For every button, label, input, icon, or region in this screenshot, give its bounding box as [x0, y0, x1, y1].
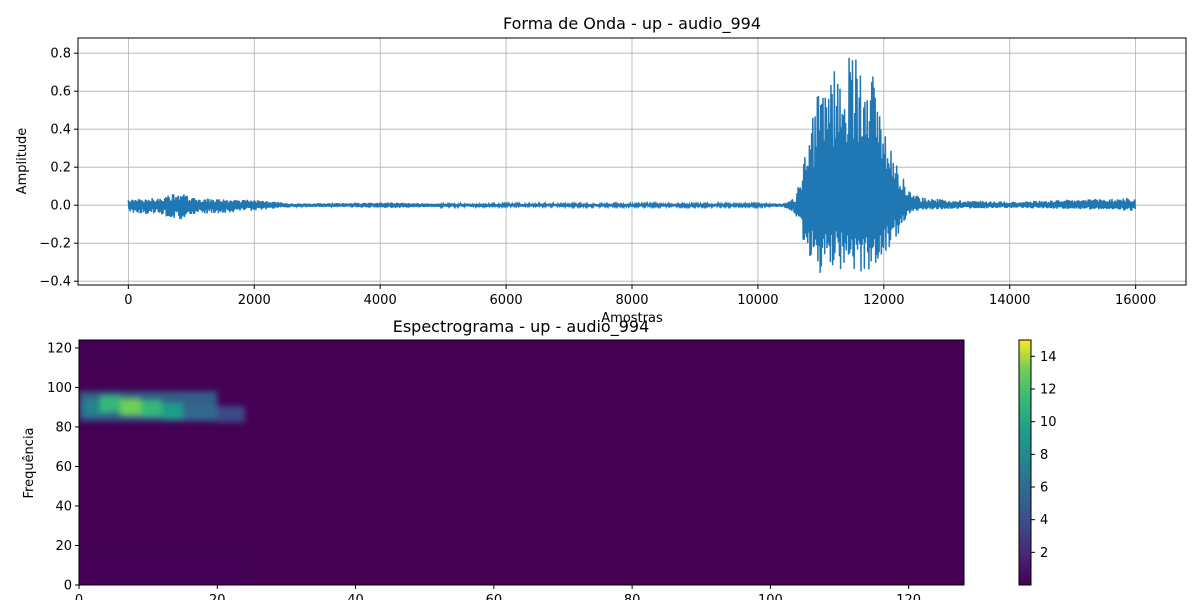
spectrogram-y-axis-label: Frequência: [22, 427, 37, 498]
waveform-x-tick-label: 2000: [238, 293, 271, 308]
spectrogram-x-tick-label: 60: [486, 593, 503, 600]
spectrogram-background: [79, 340, 964, 585]
spectrogram-x-tick-label: 120: [896, 593, 921, 600]
waveform-x-tick-label: 0: [124, 293, 132, 308]
spectrogram-x-tick-label: 100: [758, 593, 783, 600]
spectrogram-title: Espectrograma - up - audio_994: [393, 317, 650, 337]
colorbar-tick-label: 12: [1040, 383, 1057, 398]
spectrogram-y-tick-label: 20: [55, 539, 72, 554]
waveform-y-axis-label: Amplitude: [15, 128, 30, 195]
waveform-line: [127, 57, 1136, 273]
spectrogram-x-tick-label: 80: [624, 593, 641, 600]
waveform-y-tick-label: 0.0: [50, 199, 71, 214]
colorbar-tick-label: 10: [1040, 415, 1057, 430]
colorbar-tick-label: 4: [1040, 513, 1048, 528]
waveform-x-ticks: 0 2000 4000 6000 8000 10000 12000 14000 16000: [124, 285, 1156, 308]
waveform-x-tick-label: 14000: [989, 293, 1030, 308]
colorbar: 2 4 6 8 10 12 14: [1018, 339, 1057, 586]
spectrogram-y-ticks: 0 20 40 60 80 100 120: [47, 341, 79, 594]
waveform-title: Forma de Onda - up - audio_994: [503, 14, 761, 34]
spectrogram-y-tick-label: 40: [55, 499, 72, 514]
spectrogram-x-ticks: 0 20 40 60 80 100 120: [75, 585, 921, 600]
spectrogram-x-tick-label: 0: [75, 593, 83, 600]
waveform-y-tick-label: −0.4: [39, 275, 71, 290]
spectrogram-y-tick-label: 0: [64, 579, 72, 594]
spectrogram-y-tick-label: 100: [47, 381, 72, 396]
waveform-x-tick-label: 12000: [863, 293, 904, 308]
colorbar-tick-label: 6: [1040, 481, 1048, 496]
waveform-y-tick-label: −0.2: [39, 237, 71, 252]
waveform-y-tick-label: 0.4: [50, 123, 71, 138]
spectrogram-hotspots: [79, 340, 245, 585]
colorbar-tick-label: 8: [1040, 448, 1048, 463]
waveform-x-tick-label: 10000: [737, 293, 778, 308]
waveform-grid: [78, 38, 1186, 285]
spectrogram-hotspot: [79, 391, 245, 423]
spectrogram-axes-frame: [78, 339, 965, 586]
spectrogram-y-tick-label: 60: [55, 460, 72, 475]
waveform-x-tick-label: 6000: [490, 293, 523, 308]
spectrogram-x-tick-label: 40: [347, 593, 364, 600]
colorbar-ticks: 2 4 6 8 10 12 14: [1031, 350, 1057, 561]
spectrogram-hotspot: [79, 340, 121, 358]
colorbar-tick-label: 14: [1040, 350, 1057, 365]
waveform-y-tick-label: 0.2: [50, 161, 71, 176]
waveform-x-tick-label: 4000: [364, 293, 397, 308]
waveform-panel: 0 2000 4000 6000 8000 10000 12000 14000 16000 −0…: [15, 14, 1187, 326]
waveform-y-tick-label: 0.8: [50, 47, 71, 62]
waveform-y-ticks: −0.4 −0.2 0.0 0.2 0.4 0.6 0.8: [39, 47, 78, 290]
waveform-x-tick-label: 8000: [615, 293, 648, 308]
spectrogram-x-tick-label: 20: [209, 593, 226, 600]
colorbar-gradient: [1018, 339, 1032, 586]
spectrogram-hotspot: [79, 549, 245, 585]
colorbar-tick-label: 2: [1040, 546, 1048, 561]
waveform-x-axis-label: Amostras: [601, 311, 663, 326]
spectrogram-panel: 0 20 40 60 80 100 120 0 20 40 60 80 100 120 Espectro…: [22, 317, 965, 600]
waveform-x-tick-label: 16000: [1115, 293, 1156, 308]
spectrogram-y-tick-label: 80: [55, 420, 72, 435]
spectrogram-y-tick-label: 120: [47, 341, 72, 356]
waveform-y-tick-label: 0.6: [50, 85, 71, 100]
